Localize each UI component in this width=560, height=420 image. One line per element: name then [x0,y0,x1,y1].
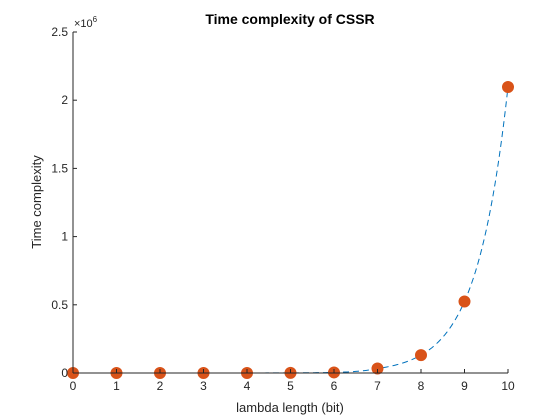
x-ticks-group: 0 1 2 3 4 5 6 7 8 9 10 [70,369,515,393]
x-tick-label: 6 [331,379,338,393]
y-scale-base: ×10 [74,18,93,30]
plot-area-box [73,32,508,373]
data-point-marker [502,80,514,93]
chart-title: Time complexity of CSSR [205,11,374,27]
y-scale-multiplier: ×106 [74,15,98,30]
y-tick-label: 1.5 [51,161,68,175]
y-tick-label: 0.5 [51,298,68,312]
y-tick-label: 0 [61,366,68,380]
y-tick-label: 2.5 [51,25,68,39]
x-tick-label: 10 [501,379,515,393]
data-point-marker [458,295,471,308]
x-tick-label: 7 [374,379,381,393]
x-tick-label: 5 [287,379,294,393]
x-tick-label: 3 [200,379,207,393]
y-tick-label: 1 [61,230,68,244]
x-tick-label: 8 [418,379,425,393]
x-tick-label: 2 [157,379,164,393]
y-axis-label: Time complexity [29,155,44,249]
y-scale-exponent: 6 [93,15,98,24]
x-axis-label: lambda length (bit) [236,400,344,415]
data-point-marker [371,362,384,375]
x-tick-label: 0 [70,379,77,393]
x-tick-label: 1 [113,379,120,393]
y-ticks-group: 0 0.5 1 1.5 2 2.5 [51,25,77,380]
x-tick-label: 4 [244,379,251,393]
y-tick-label: 2 [61,93,68,107]
x-tick-label: 9 [461,379,468,393]
data-point-marker [415,349,427,362]
